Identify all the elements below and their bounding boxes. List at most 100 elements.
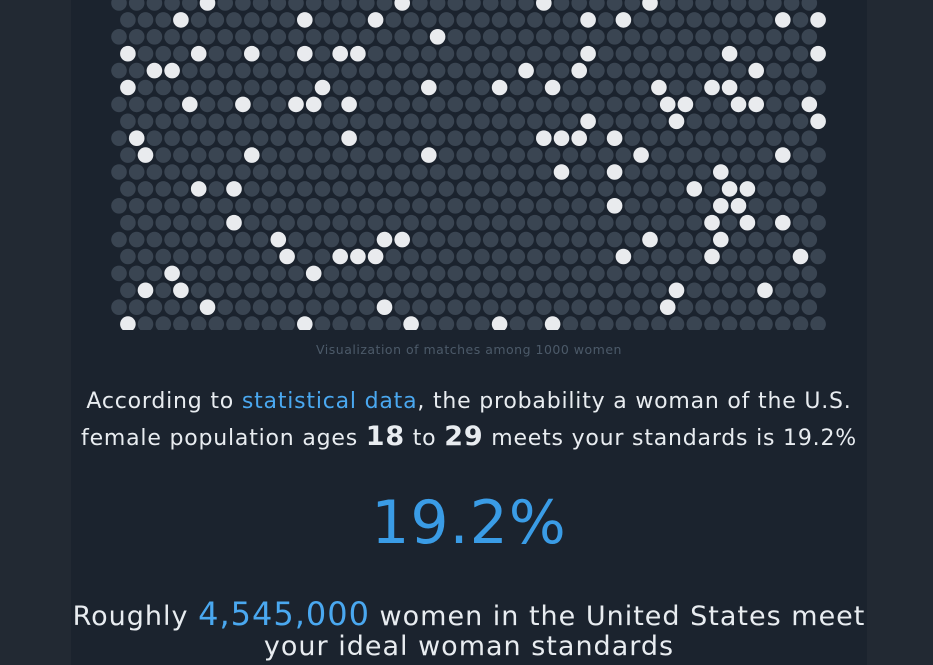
non-match-dot — [376, 130, 393, 146]
non-match-dot — [766, 265, 782, 282]
non-match-dot — [199, 130, 216, 146]
non-match-dot — [403, 181, 419, 197]
match-visualization — [111, 0, 826, 330]
non-match-dot — [536, 299, 552, 316]
non-match-dot — [491, 12, 508, 28]
non-match-dot — [730, 265, 747, 282]
match-dot — [651, 79, 667, 96]
non-match-dot — [367, 147, 384, 163]
non-match-dot — [111, 96, 127, 113]
non-match-dot — [261, 79, 278, 96]
non-match-dot — [412, 265, 428, 282]
non-match-dot — [783, 96, 800, 113]
match-dot — [279, 248, 295, 265]
match-dot — [297, 316, 313, 330]
non-match-dot — [553, 265, 570, 282]
non-match-dot — [598, 113, 614, 130]
non-match-dot — [155, 113, 172, 130]
non-match-dot — [633, 316, 649, 330]
non-match-dot — [527, 79, 543, 96]
non-match-dot — [137, 12, 154, 28]
non-match-dot — [721, 113, 738, 130]
non-match-dot — [376, 0, 393, 11]
non-match-dot — [642, 198, 658, 214]
match-dot — [367, 12, 384, 28]
non-match-dot — [562, 316, 579, 330]
non-match-dot — [589, 29, 605, 45]
non-match-dot — [376, 265, 393, 282]
non-match-dot — [447, 265, 464, 282]
non-match-dot — [332, 282, 348, 299]
non-match-dot — [500, 164, 517, 180]
non-match-dot — [527, 147, 543, 163]
non-match-dot — [164, 130, 180, 146]
non-match-dot — [350, 79, 366, 96]
non-match-dot — [297, 248, 313, 265]
non-match-dot — [615, 181, 632, 197]
non-match-dot — [606, 62, 623, 79]
match-dot — [659, 299, 676, 316]
non-match-dot — [589, 96, 605, 113]
non-match-dot — [244, 248, 260, 265]
non-match-dot — [270, 265, 287, 282]
non-match-dot — [252, 62, 269, 79]
non-match-dot — [598, 214, 614, 231]
non-match-dot — [155, 214, 172, 231]
match-dot — [403, 316, 419, 330]
non-match-dot — [562, 214, 579, 231]
non-match-dot — [155, 147, 172, 163]
statistical-data-link[interactable]: statistical data — [241, 389, 418, 414]
non-match-dot — [589, 198, 605, 214]
non-match-dot — [438, 45, 455, 62]
non-match-dot — [456, 12, 473, 28]
non-match-dot — [447, 164, 464, 180]
non-match-dot — [341, 62, 357, 79]
non-match-dot — [297, 181, 313, 197]
non-match-dot — [429, 0, 446, 11]
non-match-dot — [261, 147, 278, 163]
non-match-dot — [350, 113, 366, 130]
non-match-dot — [279, 147, 295, 163]
match-dot — [120, 316, 136, 330]
non-match-dot — [394, 96, 411, 113]
non-match-dot — [757, 12, 773, 28]
non-match-dot — [465, 198, 481, 214]
non-match-dot — [491, 181, 508, 197]
non-match-dot — [412, 198, 428, 214]
non-match-dot — [111, 62, 127, 79]
non-match-dot — [429, 96, 446, 113]
non-match-dot — [624, 0, 641, 11]
non-match-dot — [748, 299, 764, 316]
non-match-dot — [323, 96, 340, 113]
non-match-dot — [385, 113, 402, 130]
non-match-dot — [598, 248, 614, 265]
non-match-dot — [482, 299, 499, 316]
match-dot — [792, 248, 809, 265]
non-match-dot — [288, 130, 304, 146]
non-match-dot — [199, 265, 216, 282]
non-match-dot — [633, 45, 649, 62]
non-match-dot — [438, 316, 455, 330]
non-match-dot — [412, 299, 428, 316]
non-match-dot — [500, 130, 517, 146]
non-match-dot — [571, 164, 587, 180]
match-dot — [350, 45, 366, 62]
non-match-dot — [447, 299, 464, 316]
non-match-dot — [146, 231, 163, 248]
non-match-dot — [128, 164, 145, 180]
match-dot — [376, 231, 393, 248]
non-match-dot — [350, 147, 366, 163]
non-match-dot — [598, 12, 614, 28]
non-match-dot — [128, 29, 145, 45]
non-match-dot — [252, 29, 269, 45]
probability-middle: , the probability a woman of the U.S. — [417, 389, 852, 414]
non-match-dot — [598, 316, 614, 330]
non-match-dot — [730, 299, 747, 316]
non-match-dot — [350, 181, 366, 197]
non-match-dot — [252, 231, 269, 248]
non-match-dot — [279, 181, 295, 197]
non-match-dot — [500, 198, 517, 214]
non-match-dot — [509, 181, 526, 197]
non-match-dot — [199, 96, 216, 113]
non-match-dot — [137, 45, 154, 62]
